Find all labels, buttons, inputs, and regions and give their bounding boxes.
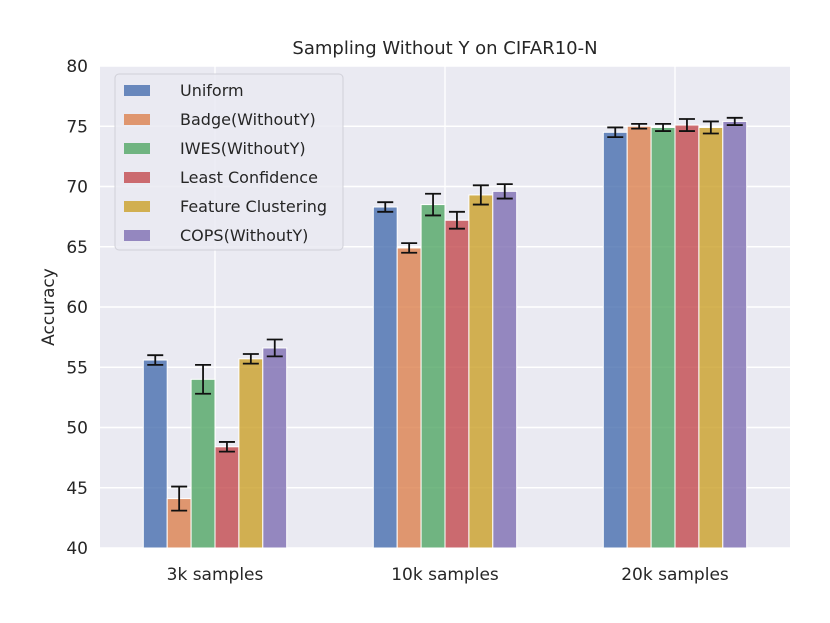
error-bar xyxy=(726,116,743,126)
y-tick-label: 60 xyxy=(66,298,88,318)
y-tick-label: 80 xyxy=(66,57,88,77)
error-bar xyxy=(472,184,489,206)
bar xyxy=(214,446,240,549)
error-bar xyxy=(631,122,648,130)
error-bar xyxy=(401,242,418,254)
y-tick-label: 70 xyxy=(66,178,88,198)
bar xyxy=(190,378,216,549)
bar xyxy=(444,219,470,549)
bar xyxy=(396,247,422,549)
legend: Uniform Badge(WithoutY) IWES(WithoutY) Leas… xyxy=(114,73,344,251)
y-axis-label: Accuracy xyxy=(39,268,59,346)
legend-label: Badge(WithoutY) xyxy=(180,110,316,129)
error-bar xyxy=(607,126,624,138)
legend-swatch xyxy=(124,85,150,96)
y-tick-label: 75 xyxy=(66,117,88,137)
legend-label: COPS(WithoutY) xyxy=(180,226,308,245)
bars xyxy=(142,120,748,549)
error-bars xyxy=(147,116,743,512)
error-bar xyxy=(678,118,695,132)
error-bar xyxy=(377,201,394,213)
chart-title: Sampling Without Y on CIFAR10-N xyxy=(292,38,597,59)
legend-swatch xyxy=(124,172,150,183)
error-bar xyxy=(655,122,672,132)
legend-swatch xyxy=(124,230,150,241)
y-tick-label: 45 xyxy=(66,479,88,499)
legend-swatch xyxy=(124,201,150,212)
bar xyxy=(626,125,652,549)
bar xyxy=(698,126,724,549)
legend-box xyxy=(114,73,344,251)
error-bar xyxy=(195,363,212,395)
y-tick-label: 40 xyxy=(66,539,88,559)
y-tick-labels: 40 45 50 55 60 65 70 75 80 xyxy=(66,57,88,559)
error-bar xyxy=(171,485,188,512)
legend-swatch xyxy=(124,114,150,125)
bar xyxy=(142,359,168,549)
legend-swatch xyxy=(124,143,150,154)
bar xyxy=(262,347,288,549)
legend-label: IWES(WithoutY) xyxy=(180,139,306,158)
x-tick-labels: 3k samples 10k samples 20k samples xyxy=(167,565,729,585)
error-bar xyxy=(425,192,442,217)
legend-label: Least Confidence xyxy=(180,168,318,187)
y-tick-label: 50 xyxy=(66,419,88,439)
bar xyxy=(674,124,700,549)
y-tick-label: 65 xyxy=(66,238,88,258)
error-bar xyxy=(448,210,465,230)
x-tick-label: 10k samples xyxy=(391,565,499,585)
bar xyxy=(372,206,398,549)
error-bar xyxy=(266,338,283,358)
bar xyxy=(492,190,518,549)
bar xyxy=(420,204,446,549)
error-bar xyxy=(147,354,164,366)
y-tick-label: 55 xyxy=(66,358,88,378)
bar xyxy=(650,126,676,549)
bar xyxy=(238,358,264,549)
x-tick-label: 3k samples xyxy=(167,565,264,585)
x-tick-label: 20k samples xyxy=(621,565,729,585)
legend-label: Feature Clustering xyxy=(180,197,327,216)
bar xyxy=(468,194,494,549)
bar xyxy=(722,120,748,549)
error-bar xyxy=(218,441,235,453)
error-bar xyxy=(496,183,513,200)
error-bar xyxy=(702,120,719,135)
error-bar xyxy=(242,353,259,365)
bar xyxy=(602,131,628,549)
legend-label: Uniform xyxy=(180,81,244,100)
